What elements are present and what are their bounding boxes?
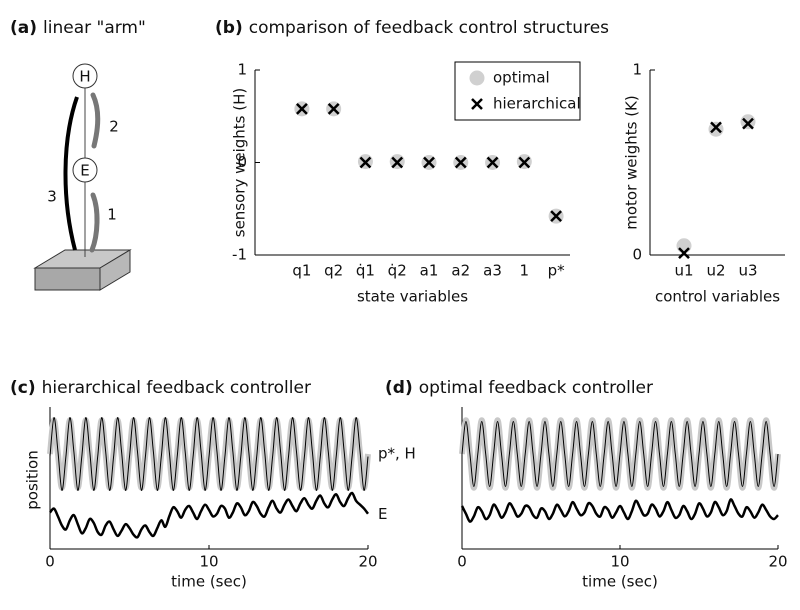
x-axis-label: control variables [655, 288, 780, 306]
hierarchical-marker [471, 98, 483, 110]
panel-title: (c) hierarchical feedback controller [10, 378, 311, 398]
x-tick-label: u2 [706, 262, 725, 280]
chart: (b) comparison of feedback control struct… [215, 18, 609, 306]
x-tick-label: a2 [451, 262, 470, 280]
panel-label: (c) [10, 378, 36, 398]
segment-label: 3 [47, 188, 57, 206]
panel-name: linear "arm" [43, 18, 146, 38]
x-tick-label: 0 [457, 553, 467, 571]
x-tick-label: u1 [674, 262, 693, 280]
hierarchical-marker [742, 117, 754, 130]
panel-label: (a) [10, 18, 37, 38]
x-axis-label: state variables [357, 288, 468, 306]
hierarchical-marker [454, 156, 467, 169]
hierarchical-marker [296, 102, 308, 115]
optimal-marker [740, 114, 756, 130]
panel-a: (a) linear "arm" H E 1 2 3 [10, 18, 146, 291]
hierarchical-marker [518, 156, 531, 169]
base-front [34, 267, 101, 291]
x-tick-label: u3 [738, 262, 757, 280]
x-tick-label: 1 [520, 262, 530, 280]
panel-title: (a) linear "arm" [10, 18, 146, 38]
hierarchical-marker [391, 156, 404, 169]
x-tick-label: a1 [420, 262, 439, 280]
y-tick-label: 0 [632, 246, 642, 264]
series-line [49, 417, 369, 491]
optimal-marker [676, 238, 692, 254]
panel-label: (d) [385, 378, 413, 398]
y-axis-label: motor weights (K) [623, 95, 641, 229]
x-tick-label: 10 [199, 553, 218, 571]
series-line [49, 491, 369, 539]
legend-label: hierarchical [493, 95, 581, 113]
x-tick-label: p* [548, 262, 566, 280]
y-axis-label: sensory weights (H) [231, 88, 249, 238]
panel-title: (b) comparison of feedback control struct… [215, 18, 609, 38]
panel-label: (b) [215, 18, 243, 38]
chart: (d) optimal feedback controller time (sec)… [385, 378, 788, 591]
x-tick-label: 20 [358, 553, 377, 571]
y-axis-label: position [24, 450, 42, 509]
y-tick-label: -1 [232, 246, 247, 264]
x-tick-label: 20 [768, 553, 787, 571]
x-tick-label: q2 [324, 262, 343, 280]
legend-label: optimal [493, 69, 550, 87]
x-tick-label: a3 [483, 262, 502, 280]
muscle-3 [63, 96, 79, 251]
x-axis-label: time (sec) [171, 573, 247, 591]
panel-title: (d) optimal feedback controller [385, 378, 653, 398]
series-label: p*, H [378, 445, 416, 463]
hierarchical-marker [710, 121, 722, 134]
chart: (c) hierarchical feedback controller posit… [10, 378, 416, 591]
hierarchical-marker [423, 156, 435, 169]
y-tick-label: 1 [632, 61, 642, 79]
joint-e [72, 157, 98, 183]
hierarchical-marker [327, 102, 340, 115]
y-tick-label: 0 [237, 153, 247, 171]
segment-label: 2 [109, 118, 119, 136]
series-line [460, 498, 779, 523]
x-tick-label: 10 [610, 553, 629, 571]
node-label: E [80, 162, 89, 180]
series-line [461, 421, 779, 487]
optimal-marker [708, 121, 724, 137]
x-tick-label: 0 [45, 553, 55, 571]
panel-name: hierarchical feedback controller [42, 378, 311, 398]
joint-h [72, 63, 98, 89]
x-tick-label: q̇2 [388, 262, 407, 280]
series-label: E [378, 505, 387, 523]
muscle-2 [90, 92, 101, 149]
x-tick-label: q̇1 [356, 262, 375, 280]
base-side [99, 249, 131, 291]
hierarchical-marker [550, 210, 562, 223]
chart: motor weights (K) control variables 0 1 u1 u2… [623, 61, 785, 306]
node-label: H [79, 68, 90, 86]
muscle-1 [89, 192, 100, 253]
x-tick-label: q1 [292, 262, 311, 280]
hierarchical-marker [486, 156, 499, 169]
optimal-marker [469, 70, 485, 86]
x-axis-label: time (sec) [582, 573, 658, 591]
segment-label: 1 [107, 206, 117, 224]
hierarchical-marker [678, 247, 690, 260]
hierarchical-marker [359, 156, 372, 169]
panel-name: comparison of feedback control structure… [249, 18, 609, 38]
y-tick-label: 1 [237, 61, 247, 79]
panel-name: optimal feedback controller [419, 378, 653, 398]
